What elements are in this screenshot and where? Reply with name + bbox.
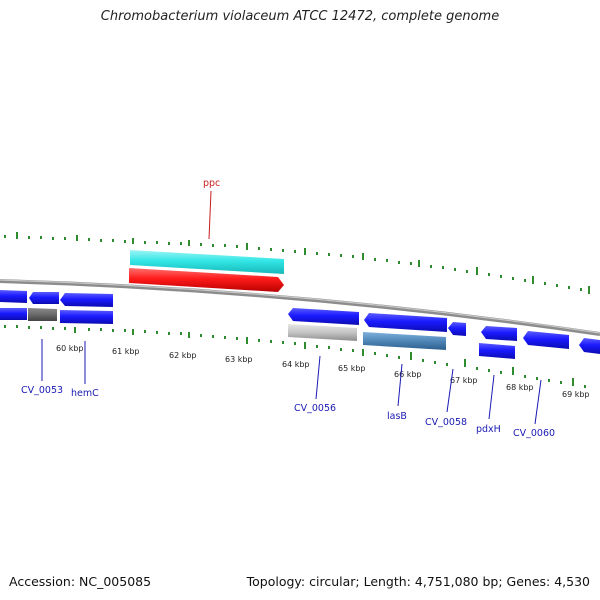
leader-line-cv0056: [315, 355, 321, 400]
genome-backbone: [0, 279, 600, 336]
leader-line-pdxH: [488, 374, 495, 420]
tick-label-69kbp: 69 kbp: [562, 390, 590, 399]
leader-line-ppc: [208, 190, 212, 240]
gene-label-lasB[interactable]: lasB: [387, 411, 407, 422]
gene-ppc-cyan[interactable]: [130, 250, 284, 274]
tick-label-68kbp: 68 kbp: [506, 383, 534, 392]
gene-cv0056-box[interactable]: [288, 324, 357, 341]
gene-cv0053-box[interactable]: [0, 308, 57, 321]
leader-line-cv0058: [446, 368, 454, 413]
gene-label-pdxH[interactable]: pdxH: [476, 424, 501, 435]
gene-arrow[interactable]: [523, 331, 569, 349]
accession-label: Accession: NC_005085: [9, 574, 152, 589]
leader-line-cv0060: [534, 379, 542, 425]
gene-hemC-box[interactable]: [60, 310, 113, 324]
gene-arrow[interactable]: [364, 313, 447, 332]
gene-arrow[interactable]: [579, 338, 600, 354]
gene-label-cv0060[interactable]: CV_0060: [513, 428, 555, 439]
genome-summary: Topology: circular; Length: 4,751,080 bp…: [246, 574, 590, 589]
gene-lasB-box[interactable]: [363, 332, 446, 350]
gene-arrow[interactable]: [29, 292, 59, 304]
gene-label-hemC[interactable]: hemC: [71, 388, 99, 399]
tick-label-63kbp: 63 kbp: [225, 355, 253, 364]
leader-line-lasB: [397, 363, 403, 407]
tick-label-60kbp: 60 kbp: [56, 344, 84, 353]
upper-tick-ring: [4, 232, 590, 294]
tick-label-64kbp: 64 kbp: [282, 360, 310, 369]
lower-tick-ring: [4, 325, 586, 388]
gene-arrow[interactable]: [448, 322, 466, 336]
tick-label-65kbp: 65 kbp: [338, 364, 366, 373]
gene-arrow[interactable]: [0, 290, 27, 303]
gene-label-cv0058[interactable]: CV_0058: [425, 417, 467, 428]
gene-label-cv0056[interactable]: CV_0056: [294, 403, 336, 414]
map-title: Chromobacterium violaceum ATCC 12472, co…: [100, 9, 500, 24]
gene-ppc-red[interactable]: [129, 268, 284, 292]
gene-label-ppc[interactable]: ppc: [203, 178, 220, 189]
tick-label-61kbp: 61 kbp: [112, 347, 140, 356]
gene-arrow[interactable]: [481, 326, 517, 341]
gene-arrow[interactable]: [288, 308, 359, 325]
gene-pdxH-box[interactable]: [479, 343, 515, 359]
tick-label-62kbp: 62 kbp: [169, 351, 197, 360]
tick-label-66kbp: 66 kbp: [394, 370, 422, 379]
gene-label-cv0053[interactable]: CV_0053: [21, 385, 63, 396]
tick-label-67kbp: 67 kbp: [450, 376, 478, 385]
gene-arrow[interactable]: [60, 293, 113, 307]
